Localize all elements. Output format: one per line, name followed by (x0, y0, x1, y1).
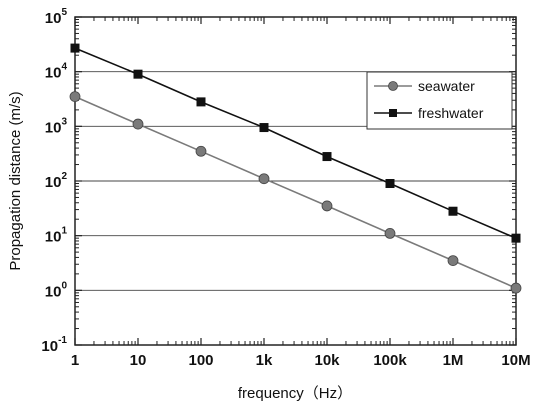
x-tick-label: 100k (373, 352, 407, 369)
y-tick-label: 104 (45, 62, 68, 82)
y-tick-label: 10-1 (41, 335, 67, 355)
y-tick-label: 103 (45, 116, 68, 136)
data-point-freshwater (385, 179, 395, 189)
y-tick-label: 100 (45, 280, 68, 300)
legend-label-seawater: seawater (418, 78, 475, 94)
data-point-freshwater (133, 69, 143, 79)
data-point-seawater (132, 118, 144, 130)
x-tick-label: 100 (188, 352, 213, 369)
data-point-freshwater (448, 206, 458, 216)
x-tick-label: 10k (314, 352, 340, 369)
data-point-seawater (447, 255, 459, 266)
y-tick-label: 102 (45, 171, 68, 191)
legend-marker-seawater (388, 81, 398, 91)
data-point-freshwater (70, 43, 80, 53)
data-point-freshwater (511, 233, 521, 243)
series-layer (69, 43, 522, 294)
legend-marker-freshwater (389, 109, 397, 117)
x-tick-label: 10M (501, 352, 530, 369)
x-axis-ticks: 1 10 100 1k 10k 100k 1M 10M (71, 17, 531, 369)
data-point-seawater (195, 145, 207, 157)
series-line-freshwater (74, 47, 517, 239)
x-tick-label: 10 (130, 352, 147, 369)
legend-label-freshwater: freshwater (418, 105, 484, 121)
series-line-seawater (74, 95, 517, 289)
y-axis-ticks: 105 104 103 102 101 100 10-1 (41, 7, 516, 355)
y-tick-label: 101 (45, 226, 68, 246)
x-tick-label: 1 (71, 352, 79, 369)
data-point-seawater (258, 173, 270, 185)
data-point-seawater (321, 200, 333, 212)
data-point-seawater (384, 228, 396, 239)
data-point-freshwater (259, 123, 269, 133)
data-point-freshwater (196, 97, 206, 107)
y-axis-label: Propagation distance (m/s) (7, 91, 24, 270)
legend: seawater freshwater (366, 71, 513, 130)
x-tick-label: 1k (256, 352, 273, 369)
data-point-seawater (69, 91, 81, 102)
data-point-freshwater (322, 152, 332, 162)
x-axis-label: frequency（Hz） (238, 385, 352, 402)
x-tick-label: 1M (443, 352, 464, 369)
y-tick-label: 105 (45, 7, 68, 27)
data-point-seawater (510, 282, 522, 294)
